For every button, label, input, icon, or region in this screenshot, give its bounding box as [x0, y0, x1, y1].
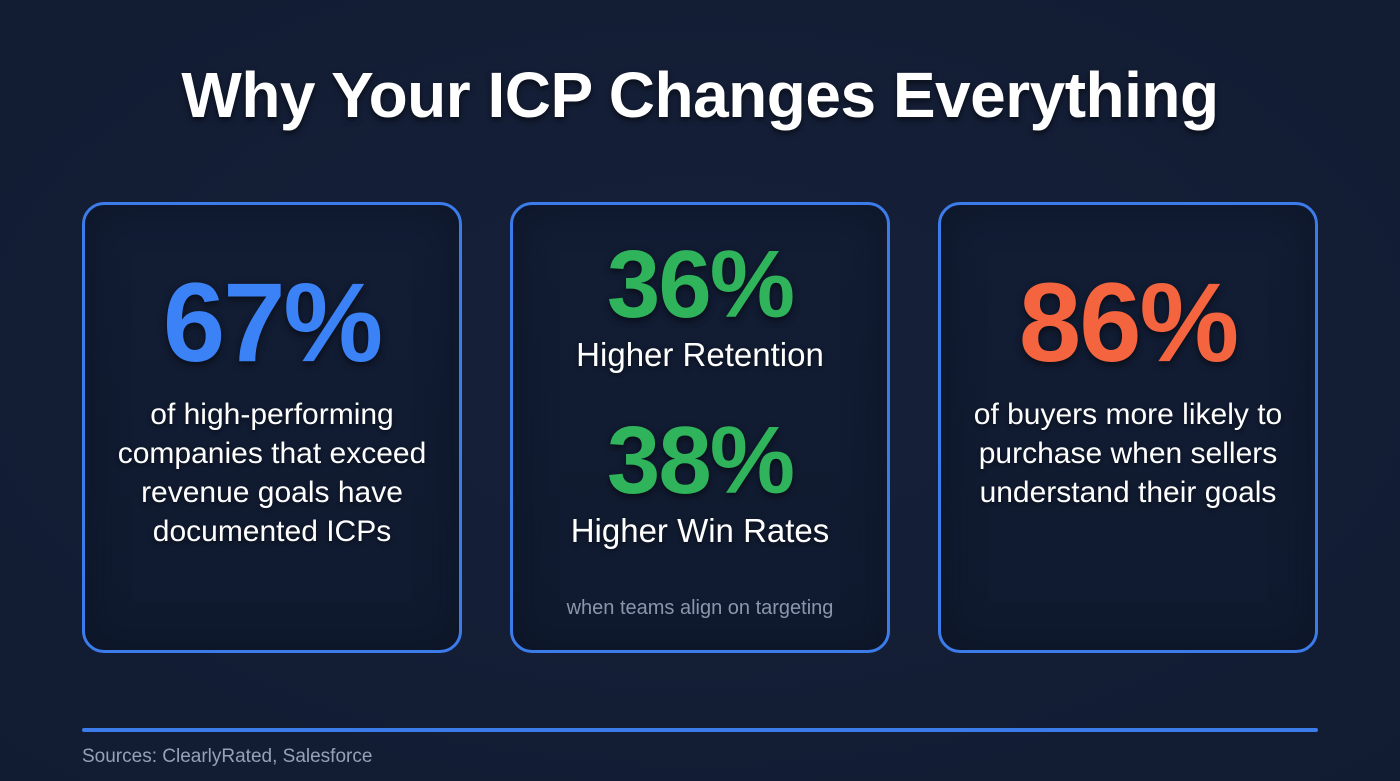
stat-value-36: 36% — [606, 231, 795, 338]
stat-card-buyer-intent: 86% of buyers more likely to purchase wh… — [938, 202, 1318, 653]
stat-value-38: 38% — [606, 407, 795, 514]
stat-label-higher-retention: Higher Retention — [576, 336, 824, 373]
footer-divider-rule — [82, 728, 1318, 732]
stat-value-67: 67% — [162, 260, 383, 385]
stat-footnote-alignment: when teams align on targeting — [566, 597, 834, 619]
stat-label-higher-win-rates: Higher Win Rates — [570, 512, 830, 549]
stat-description-buyer-intent: of buyers more likely to purchase when s… — [973, 398, 1283, 509]
page-title: Why Your ICP Changes Everything — [181, 59, 1219, 131]
stat-card-alignment-gains: 36% Higher Retention 38% Higher Win Rate… — [510, 202, 890, 653]
footer-sources-text: Sources: ClearlyRated, Salesforce — [82, 746, 373, 767]
stat-value-86: 86% — [1018, 260, 1239, 385]
stat-description-icp-documentation: of high-performing companies that exceed… — [117, 398, 427, 548]
stat-card-row: 67% of high-performing companies that ex… — [82, 202, 1318, 653]
stat-card-icp-documentation: 67% of high-performing companies that ex… — [82, 202, 462, 653]
